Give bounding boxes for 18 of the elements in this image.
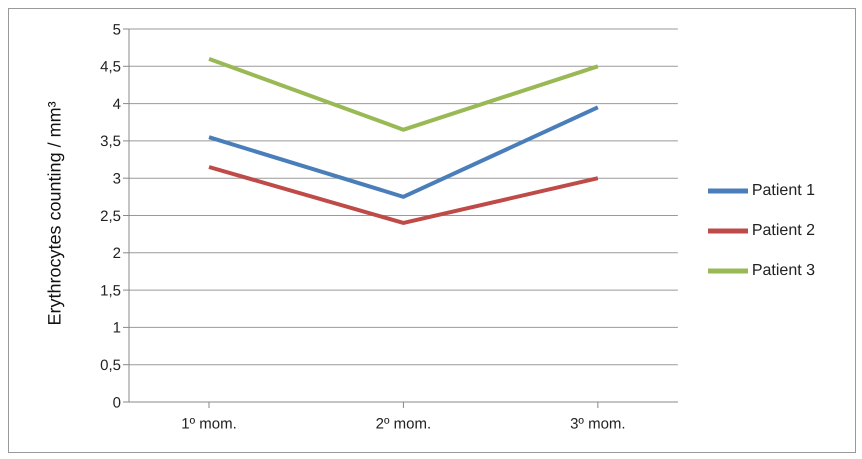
y-axis-title: Erythrocytes counting / mm³ xyxy=(44,101,64,326)
y-tick-label: 3 xyxy=(112,170,121,188)
y-tick-label: 2,5 xyxy=(100,208,121,225)
y-tick-label: 5 xyxy=(112,21,121,38)
y-tick-label: 1,5 xyxy=(100,282,121,300)
x-tick-label: 2º mom. xyxy=(376,416,432,433)
y-tick-label: 0 xyxy=(112,394,121,412)
y-tick-label: 0,5 xyxy=(100,357,121,374)
y-tick-label: 4 xyxy=(112,96,121,113)
x-tick-label: 1º mom. xyxy=(181,416,237,433)
legend-label: Patient 2 xyxy=(752,222,815,239)
y-tick-label: 3,5 xyxy=(100,133,121,150)
y-tick-label: 4,5 xyxy=(100,58,121,76)
legend-label: Patient 3 xyxy=(752,262,815,279)
x-tick-label: 3º mom. xyxy=(570,416,626,433)
legend-label: Patient 1 xyxy=(752,182,815,199)
y-tick-label: 2 xyxy=(112,245,121,262)
y-tick-label: 1 xyxy=(112,320,121,337)
